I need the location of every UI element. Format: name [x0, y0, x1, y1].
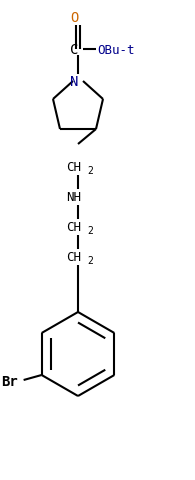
Text: Br: Br [1, 374, 18, 388]
Text: 2: 2 [87, 226, 93, 236]
Text: OBu-t: OBu-t [97, 43, 135, 56]
Text: 2: 2 [87, 255, 93, 265]
Text: O: O [70, 11, 78, 25]
Text: N: N [70, 75, 78, 89]
Text: CH: CH [66, 251, 82, 264]
Text: C: C [70, 43, 78, 57]
Text: CH: CH [66, 161, 82, 174]
Text: CH: CH [66, 221, 82, 234]
Text: NH: NH [66, 191, 82, 204]
Text: 2: 2 [87, 166, 93, 176]
